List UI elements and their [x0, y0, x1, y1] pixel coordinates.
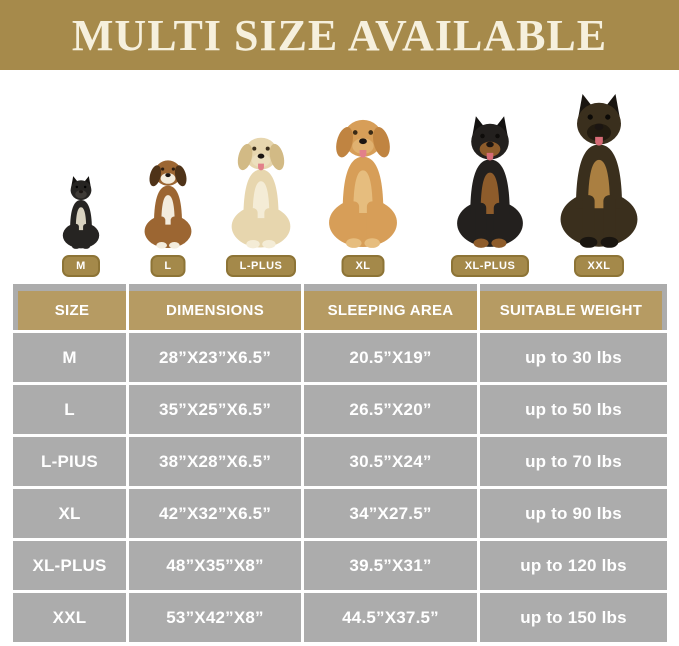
- dog-figure-xxl: XXL: [544, 94, 654, 277]
- cell-suitable-weight: up to 150 lbs: [480, 593, 667, 642]
- size-badge-m: M: [62, 255, 100, 277]
- dog-figure-xl-plus: XL-PLUS: [443, 116, 537, 277]
- doberman-illustration: [457, 116, 523, 248]
- golden-retriever-puppy-illustration: [231, 137, 291, 249]
- cell-dimensions: 48”X35”X8”: [129, 541, 301, 590]
- dog-figure-xl: XL: [315, 112, 412, 277]
- size-badge-xl-plus: XL-PLUS: [450, 255, 530, 277]
- cell-sleeping-area: 20.5”X19”: [304, 333, 477, 382]
- column-header-sleeping-area: SLEEPING AREA: [304, 284, 477, 330]
- cell-sleeping-area: 44.5”X37.5”: [304, 593, 477, 642]
- cell-suitable-weight: up to 90 lbs: [480, 489, 667, 538]
- german-shepherd-illustration: [560, 94, 638, 248]
- size-badge-l: L: [150, 255, 186, 277]
- column-header-size: SIZE: [13, 284, 126, 330]
- dog-figure-l: L: [135, 155, 202, 277]
- size-badge-xl: XL: [341, 255, 385, 277]
- french-bulldog-illustration: [62, 176, 100, 249]
- cell-size: XL-PLUS: [13, 541, 126, 590]
- dog-size-lineup: M L: [0, 70, 679, 284]
- page-title: MULTI SIZE AVAILABLE: [71, 10, 608, 60]
- cell-sleeping-area: 34”X27.5”: [304, 489, 477, 538]
- cell-sleeping-area: 30.5”X24”: [304, 437, 477, 486]
- size-table: SIZE DIMENSIONS SLEEPING AREA SUITABLE W…: [13, 284, 667, 642]
- cell-dimensions: 53”X42”X8”: [129, 593, 301, 642]
- column-header-suitable-weight: SUITABLE WEIGHT: [480, 284, 667, 330]
- cell-dimensions: 38”X28”X6.5”: [129, 437, 301, 486]
- cell-size: XXL: [13, 593, 126, 642]
- cell-dimensions: 28”X23”X6.5”: [129, 333, 301, 382]
- cell-size: XL: [13, 489, 126, 538]
- cell-sleeping-area: 39.5”X31”: [304, 541, 477, 590]
- column-header-dimensions: DIMENSIONS: [129, 284, 301, 330]
- cell-dimensions: 42”X32”X6.5”: [129, 489, 301, 538]
- size-badge-l-plus: L-PLUS: [225, 255, 297, 277]
- banner: MULTI SIZE AVAILABLE: [0, 0, 679, 70]
- size-badge-xxl: XXL: [573, 255, 625, 277]
- cell-size: L-PIUS: [13, 437, 126, 486]
- cell-suitable-weight: up to 30 lbs: [480, 333, 667, 382]
- cell-dimensions: 35”X25”X6.5”: [129, 385, 301, 434]
- cell-sleeping-area: 26.5”X20”: [304, 385, 477, 434]
- cell-suitable-weight: up to 70 lbs: [480, 437, 667, 486]
- cell-size: M: [13, 333, 126, 382]
- cell-size: L: [13, 385, 126, 434]
- cell-suitable-weight: up to 120 lbs: [480, 541, 667, 590]
- cell-suitable-weight: up to 50 lbs: [480, 385, 667, 434]
- dog-figure-l-plus: L-PLUS: [219, 131, 303, 277]
- golden-retriever-illustration: [329, 119, 397, 248]
- beagle-illustration: [144, 160, 192, 249]
- dog-figure-m: M: [55, 176, 107, 277]
